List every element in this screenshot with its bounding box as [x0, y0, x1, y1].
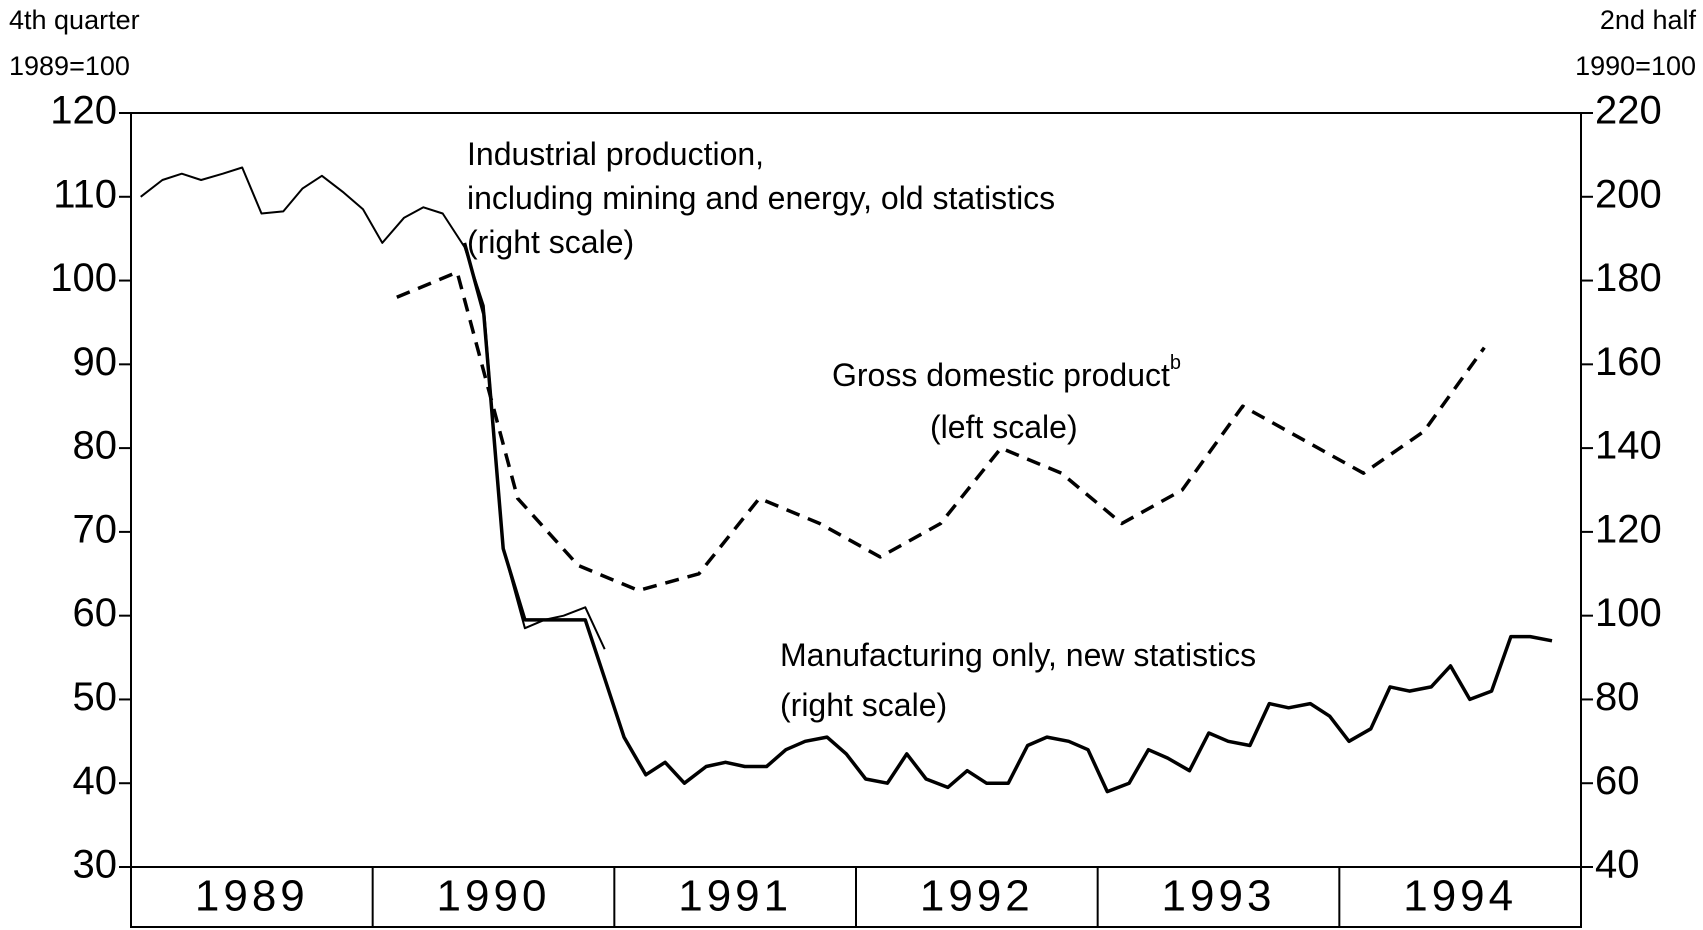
y-tick-label: 50 [73, 675, 118, 719]
x-tick-label: 1994 [1403, 872, 1517, 921]
x-tick-label: 1991 [678, 872, 792, 921]
y2-tick-label: 120 [1595, 507, 1662, 551]
series-label: Manufacturing only, new statistics [780, 637, 1256, 673]
x-tick-label: 1989 [195, 872, 309, 921]
y-axis-title: 4th quarter [9, 5, 140, 35]
y-tick-label: 30 [73, 843, 118, 887]
y-axis-title: 1989=100 [9, 51, 130, 81]
y2-tick-label: 140 [1595, 424, 1662, 468]
y2-tick-label: 220 [1595, 89, 1662, 133]
series-label-text: including mining and energy, old statist… [467, 180, 1055, 216]
y2-tick-label: 100 [1595, 591, 1662, 635]
y2-tick-label: 80 [1595, 675, 1640, 719]
y-tick-label: 60 [73, 591, 118, 635]
y-tick-label: 100 [50, 256, 117, 300]
series-label-text: (left scale) [930, 409, 1078, 445]
y-tick-label: 70 [73, 507, 118, 551]
series-label: (left scale) [930, 409, 1078, 445]
series-label-text: (right scale) [780, 687, 947, 723]
x-tick-label: 1993 [1162, 872, 1276, 921]
x-tick-label: 1990 [437, 872, 551, 921]
y-tick-label: 40 [73, 759, 118, 803]
series-label: (right scale) [780, 687, 947, 723]
y2-tick-label: 40 [1595, 843, 1640, 887]
series-label-text: Manufacturing only, new statistics [780, 637, 1256, 673]
series-label-text: Gross domestic product [832, 357, 1170, 393]
y-tick-label: 90 [73, 340, 118, 384]
series-label: including mining and energy, old statist… [467, 180, 1055, 216]
y2-tick-label: 180 [1595, 256, 1662, 300]
series-line [396, 270, 1486, 593]
series-label: Industrial production, [467, 136, 764, 172]
series-line [140, 166, 606, 650]
y-tick-label: 120 [50, 89, 117, 133]
y-tick-label: 110 [53, 172, 117, 216]
y2-tick-label: 60 [1595, 759, 1640, 803]
series-label-text: (right scale) [467, 224, 634, 260]
y2-tick-label: 160 [1595, 340, 1662, 384]
series-label: Gross domestic productb [832, 352, 1181, 393]
plot-frame [130, 112, 1582, 868]
y2-tick-label: 200 [1595, 172, 1662, 216]
y-tick-label: 80 [73, 424, 118, 468]
series-label: (right scale) [467, 224, 634, 260]
y2-axis-title: 1990=100 [1575, 51, 1696, 81]
series-line [462, 242, 1553, 794]
series-label-text: Industrial production, [467, 136, 764, 172]
series-label-sup: b [1170, 352, 1181, 374]
y2-axis-title: 2nd half [1600, 5, 1697, 35]
x-tick-label: 1992 [920, 872, 1034, 921]
